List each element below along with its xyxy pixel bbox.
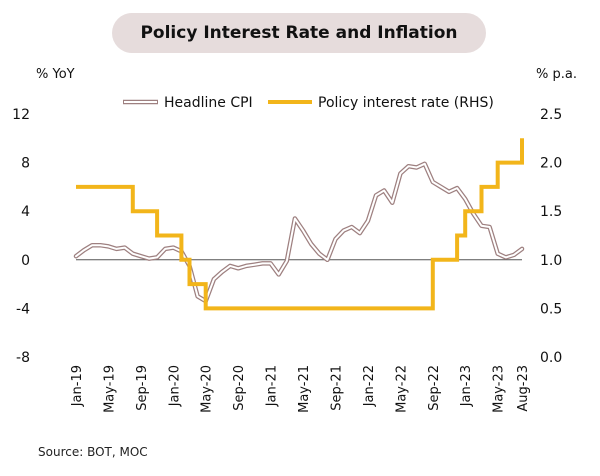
left-axis-unit: % YoY (36, 67, 75, 82)
x-tick-label: May-22 (394, 365, 409, 413)
x-tick-label: May-19 (102, 365, 117, 413)
x-tick-label: Sep-21 (329, 365, 344, 411)
x-tick-label: May-20 (200, 365, 215, 413)
x-tick-label: May-23 (492, 365, 507, 413)
left-y-tick-label: 4 (21, 204, 30, 220)
legend-policy-label: Policy interest rate (RHS) (318, 95, 494, 111)
right-y-tick-label: 2.0 (540, 156, 562, 172)
left-y-tick-label: 8 (21, 156, 30, 172)
x-tick-label: Jan-23 (459, 365, 474, 407)
right-y-tick-label: 0.5 (540, 301, 562, 317)
right-y-tick-label: 2.5 (540, 107, 562, 123)
x-tick-label: Jan-20 (167, 365, 182, 407)
left-y-tick-label: -8 (16, 350, 30, 366)
x-tick-label: Sep-22 (427, 365, 442, 411)
left-y-tick-label: -4 (16, 301, 30, 317)
x-tick-label: Aug-23 (516, 365, 531, 412)
chart-title: Policy Interest Rate and Inflation (112, 13, 486, 53)
x-tick-label: Sep-20 (232, 365, 247, 411)
right-y-tick-label: 1.5 (540, 204, 562, 220)
policy-rate-line (76, 138, 524, 311)
source-note: Source: BOT, MOC (38, 445, 148, 459)
x-tick-label: Jan-19 (70, 365, 85, 407)
headline-cpi-line (75, 162, 523, 303)
left-y-tick-label: 12 (12, 107, 30, 123)
headline-cpi-line-outline (73, 161, 525, 304)
right-y-tick-label: 1.0 (540, 253, 562, 269)
legend-cpi-label: Headline CPI (164, 95, 253, 111)
right-axis-unit: % p.a. (536, 67, 577, 82)
x-tick-label: Jan-21 (265, 365, 280, 407)
right-y-tick-label: 0.0 (540, 350, 562, 366)
x-tick-label: Sep-19 (135, 365, 150, 411)
left-y-tick-label: 0 (21, 253, 30, 269)
x-tick-label: May-21 (297, 365, 312, 413)
x-tick-label: Jan-22 (362, 365, 377, 407)
